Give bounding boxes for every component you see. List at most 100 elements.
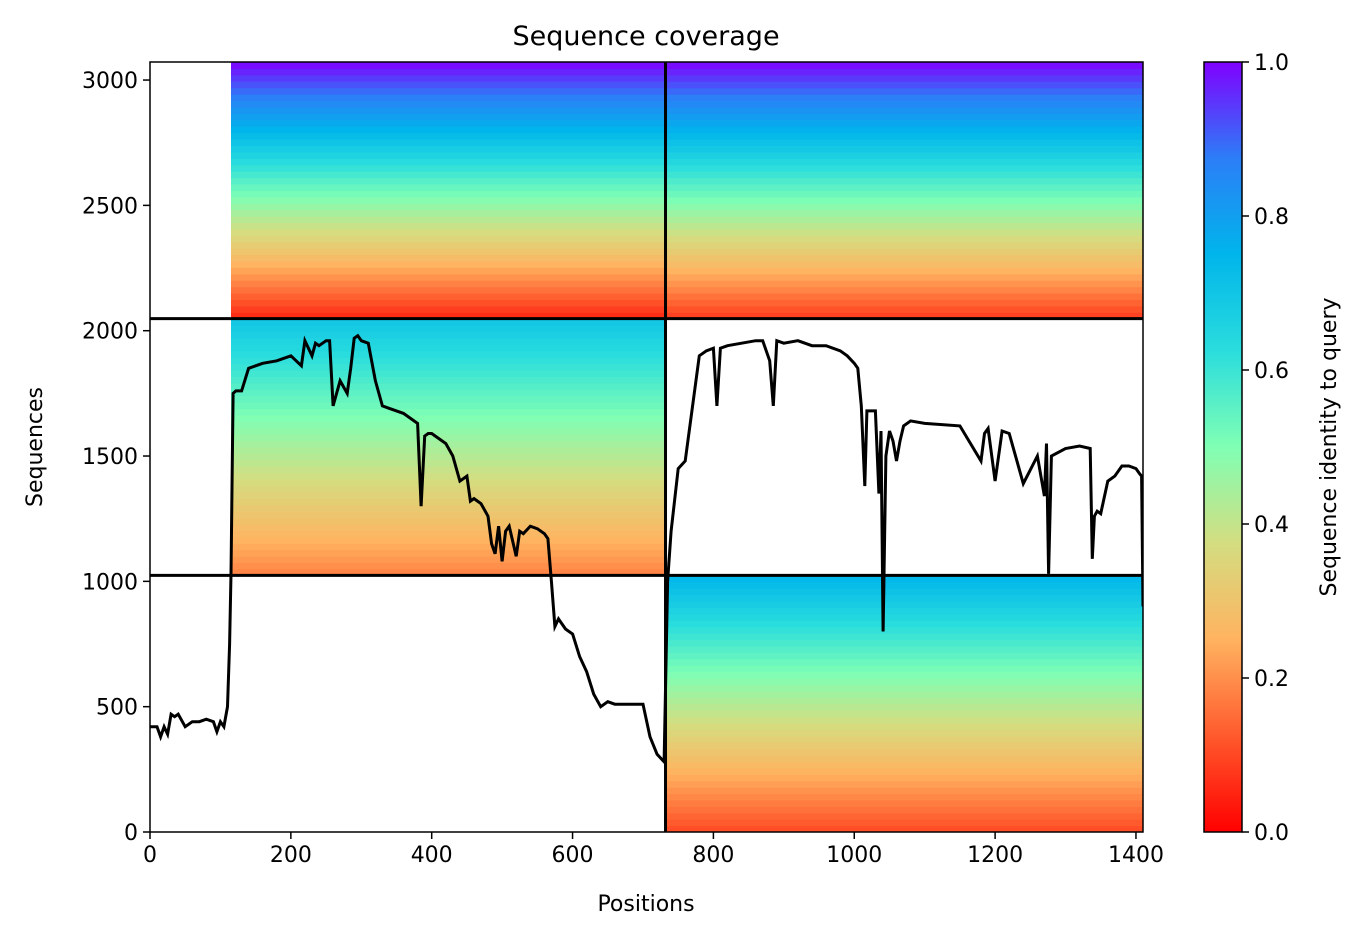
identity-band bbox=[230, 81, 666, 89]
identity-band bbox=[665, 132, 1143, 140]
identity-band bbox=[230, 273, 666, 281]
x-axis-label: Positions bbox=[597, 892, 694, 917]
identity-band bbox=[230, 434, 666, 442]
identity-band bbox=[230, 126, 666, 134]
identity-band bbox=[665, 139, 1143, 147]
identity-band bbox=[665, 620, 1143, 628]
identity-band bbox=[665, 209, 1143, 217]
identity-band bbox=[230, 363, 666, 371]
identity-band bbox=[230, 562, 666, 570]
identity-band bbox=[230, 382, 666, 390]
coverage-block bbox=[665, 62, 1143, 320]
identity-band bbox=[665, 774, 1143, 782]
identity-band bbox=[665, 626, 1143, 634]
identity-band bbox=[230, 459, 666, 467]
identity-band bbox=[665, 729, 1143, 737]
identity-band bbox=[665, 62, 1143, 70]
identity-band bbox=[665, 799, 1143, 807]
identity-band bbox=[230, 395, 666, 403]
plot-area bbox=[150, 62, 1143, 832]
identity-band bbox=[665, 126, 1143, 134]
identity-band bbox=[665, 761, 1143, 769]
identity-band bbox=[665, 639, 1143, 647]
identity-band bbox=[230, 228, 666, 236]
coverage-block bbox=[230, 62, 666, 320]
identity-band bbox=[665, 703, 1143, 711]
colorbar-axis: 0.0 0.2 0.4 0.6 0.8 1.0 bbox=[1242, 51, 1289, 846]
y-axis: 0 500 1000 1500 2000 2500 3000 bbox=[82, 69, 150, 846]
identity-band bbox=[665, 601, 1143, 609]
y-tick-label: 1000 bbox=[82, 570, 138, 595]
identity-band bbox=[665, 742, 1143, 750]
identity-band bbox=[230, 491, 666, 499]
identity-band bbox=[230, 504, 666, 512]
identity-band bbox=[230, 209, 666, 217]
identity-band bbox=[665, 145, 1143, 153]
identity-band bbox=[230, 568, 666, 576]
identity-band bbox=[665, 190, 1143, 198]
coverage-block bbox=[665, 575, 1143, 832]
identity-band bbox=[230, 68, 666, 76]
y-tick-label: 500 bbox=[96, 696, 138, 721]
x-tick-label: 0 bbox=[143, 843, 157, 868]
identity-band bbox=[665, 106, 1143, 114]
colorbar bbox=[1203, 61, 1243, 833]
identity-band bbox=[665, 286, 1143, 294]
coverage-line bbox=[150, 333, 1143, 766]
identity-band bbox=[665, 690, 1143, 698]
identity-band bbox=[230, 164, 666, 172]
identity-band bbox=[230, 376, 666, 384]
identity-band bbox=[230, 498, 666, 506]
identity-band bbox=[230, 196, 666, 204]
identity-band bbox=[665, 575, 1143, 583]
identity-band bbox=[230, 158, 666, 166]
identity-band bbox=[230, 530, 666, 538]
identity-band bbox=[665, 94, 1143, 102]
identity-band bbox=[230, 312, 666, 320]
identity-band bbox=[665, 68, 1143, 76]
identity-band bbox=[230, 62, 666, 70]
identity-band bbox=[230, 241, 666, 249]
identity-band bbox=[230, 318, 666, 326]
identity-band bbox=[665, 87, 1143, 95]
colorbar-tick-label: 0.2 bbox=[1254, 667, 1289, 692]
identity-band bbox=[230, 389, 666, 397]
x-axis: 0 200 400 600 800 1000 1200 1400 bbox=[143, 832, 1164, 868]
identity-band bbox=[665, 607, 1143, 615]
identity-band bbox=[230, 414, 666, 422]
x-tick-label: 1000 bbox=[826, 843, 882, 868]
identity-band bbox=[665, 158, 1143, 166]
identity-band bbox=[665, 767, 1143, 775]
identity-band bbox=[665, 254, 1143, 262]
identity-band bbox=[665, 273, 1143, 281]
x-tick-label: 600 bbox=[552, 843, 594, 868]
x-tick-label: 200 bbox=[270, 843, 312, 868]
identity-band bbox=[665, 697, 1143, 705]
identity-band bbox=[230, 286, 666, 294]
identity-band bbox=[665, 780, 1143, 788]
identity-band bbox=[665, 787, 1143, 795]
x-tick-label: 400 bbox=[411, 843, 453, 868]
y-axis-label: Sequences bbox=[23, 387, 48, 507]
identity-band bbox=[230, 260, 666, 268]
identity-band bbox=[230, 94, 666, 102]
identity-band bbox=[230, 536, 666, 544]
identity-band bbox=[665, 588, 1143, 596]
identity-band bbox=[230, 171, 666, 179]
identity-band bbox=[230, 248, 666, 256]
x-tick-label: 800 bbox=[692, 843, 734, 868]
identity-band bbox=[230, 203, 666, 211]
identity-band bbox=[665, 812, 1143, 820]
identity-band bbox=[665, 293, 1143, 301]
identity-band bbox=[230, 485, 666, 493]
identity-band bbox=[665, 633, 1143, 641]
identity-band bbox=[665, 305, 1143, 313]
identity-band bbox=[230, 74, 666, 82]
identity-band bbox=[665, 267, 1143, 275]
identity-band bbox=[230, 216, 666, 224]
y-tick-label: 2500 bbox=[82, 194, 138, 219]
chart-title: Sequence coverage bbox=[512, 21, 779, 52]
identity-band bbox=[665, 196, 1143, 204]
identity-band bbox=[230, 556, 666, 564]
identity-band bbox=[665, 581, 1143, 589]
